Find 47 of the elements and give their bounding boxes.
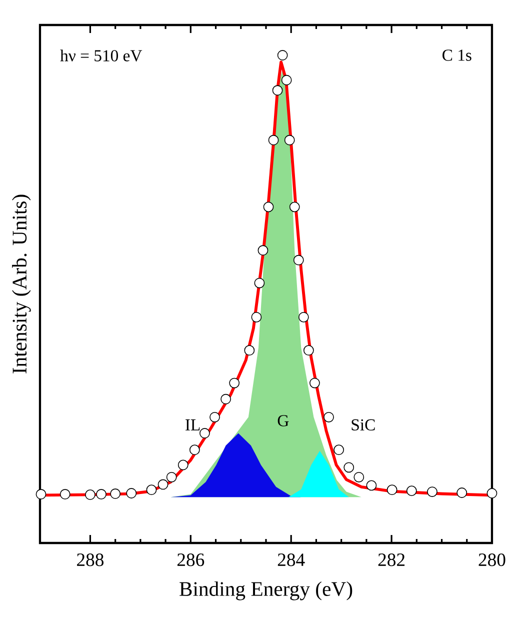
x-tick-label: 288: [77, 553, 104, 566]
point: [456, 488, 468, 498]
point: [158, 479, 168, 490]
annotation: IL: [186, 419, 200, 430]
x-tick-label: 280: [478, 553, 506, 566]
point: [272, 85, 283, 96]
annotation: SiC: [352, 419, 375, 430]
point: [244, 345, 255, 356]
x-axis-title: Binding Energy (eV): [180, 581, 352, 600]
x-tick-label: 282: [378, 553, 405, 566]
point: [96, 489, 106, 500]
point: [178, 460, 188, 470]
point: [36, 489, 46, 500]
point: [310, 378, 320, 388]
point: [298, 312, 309, 322]
point: [263, 202, 274, 212]
point: [110, 488, 121, 499]
point: [258, 245, 268, 256]
point: [166, 472, 177, 482]
point: [210, 412, 220, 422]
point: [427, 486, 438, 497]
point: [406, 486, 417, 496]
point: [284, 134, 295, 146]
point: [293, 254, 304, 266]
annotation: C 1s: [442, 50, 472, 61]
point: [251, 312, 262, 322]
annotation: G: [278, 415, 289, 426]
x-tick-label: 286: [177, 553, 204, 566]
point: [254, 278, 265, 288]
annotation: hν = 510 eV: [60, 50, 142, 62]
point: [303, 345, 314, 356]
point: [386, 484, 398, 496]
point: [281, 74, 292, 86]
point: [200, 428, 210, 438]
point: [366, 480, 377, 491]
point: [268, 134, 279, 146]
point: [220, 394, 232, 404]
point: [126, 488, 137, 498]
y-axis-title: Intensity (Arb. Units): [12, 194, 31, 374]
point: [60, 489, 70, 500]
point: [289, 202, 300, 212]
point: [229, 378, 240, 388]
point: [85, 490, 96, 500]
point: [146, 484, 157, 496]
point: [189, 444, 200, 456]
x-tick-label: 284: [278, 553, 305, 566]
point: [486, 488, 498, 498]
